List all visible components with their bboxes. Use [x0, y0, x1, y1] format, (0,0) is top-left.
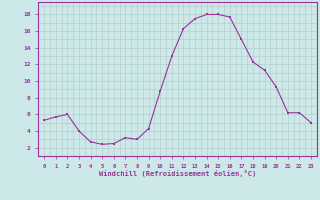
X-axis label: Windchill (Refroidissement éolien,°C): Windchill (Refroidissement éolien,°C) [99, 170, 256, 177]
